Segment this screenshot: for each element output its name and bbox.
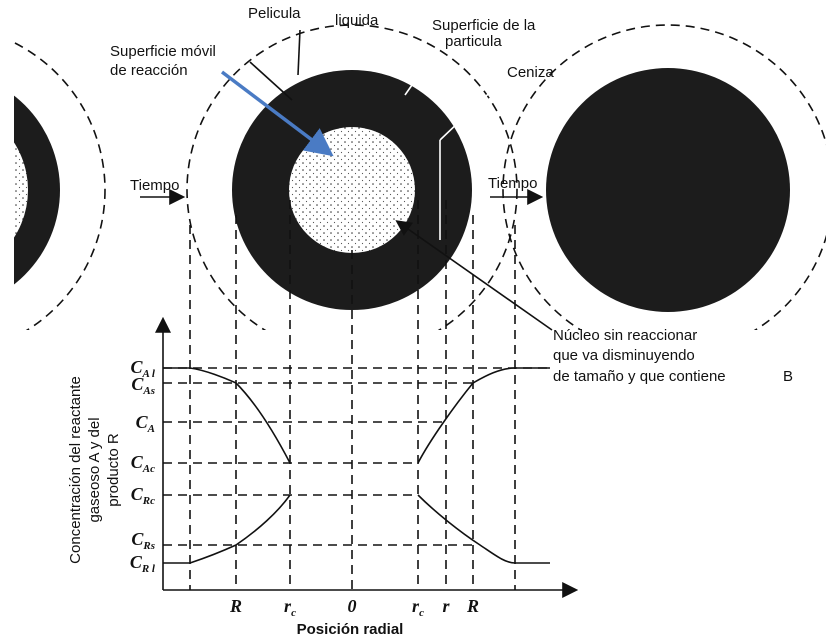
subscript: As [142, 385, 155, 397]
symbol: 0 [348, 596, 357, 616]
diagram: Pelicula liquida Superficie de la partic… [0, 0, 826, 643]
label: de reacción [110, 62, 188, 79]
axis-label: r [442, 596, 450, 616]
symbol: R [229, 596, 242, 616]
axis-label: CA [136, 412, 155, 435]
subscript: R l [141, 563, 156, 575]
subscript: A [147, 423, 155, 435]
y-title: Concentración del reactante [67, 376, 84, 564]
axis-label: 0 [348, 596, 357, 616]
subscript: A l [141, 368, 155, 380]
y-title: producto R [105, 433, 122, 507]
subscript: Rs [142, 540, 155, 552]
axis-label: CRs [131, 529, 155, 552]
axis-label: CAc [131, 452, 155, 475]
label: Pelicula [248, 5, 301, 22]
axis-label: CR l [130, 552, 156, 575]
label: Núcleo sin reaccionar [553, 327, 697, 344]
x-title: Posición radial [297, 621, 404, 638]
y-title: gaseoso A y del [86, 417, 103, 522]
label: Superficie móvil [110, 43, 216, 60]
axis-label: rc [284, 596, 296, 619]
subscript: Ac [142, 463, 155, 475]
label: que va disminuyendo [553, 347, 695, 364]
subscript: c [291, 607, 296, 619]
axis-label: rc [412, 596, 424, 619]
label: liquida [335, 12, 379, 29]
curves [163, 368, 550, 563]
symbol: r [442, 596, 450, 616]
label: particula [445, 33, 502, 50]
axis-label: R [229, 596, 242, 616]
symbol: R [466, 596, 479, 616]
label: de tamaño y que contiene [553, 368, 726, 385]
axis-label: R [466, 596, 479, 616]
subscript: Rc [142, 495, 155, 507]
label: B [783, 368, 793, 385]
subscript: c [419, 607, 424, 619]
label: Tiempo [488, 175, 537, 192]
label: Tiempo [130, 177, 179, 194]
axis-label: CRc [131, 484, 155, 507]
label: Superficie de la [432, 17, 536, 34]
label: Ceniza [507, 64, 554, 81]
